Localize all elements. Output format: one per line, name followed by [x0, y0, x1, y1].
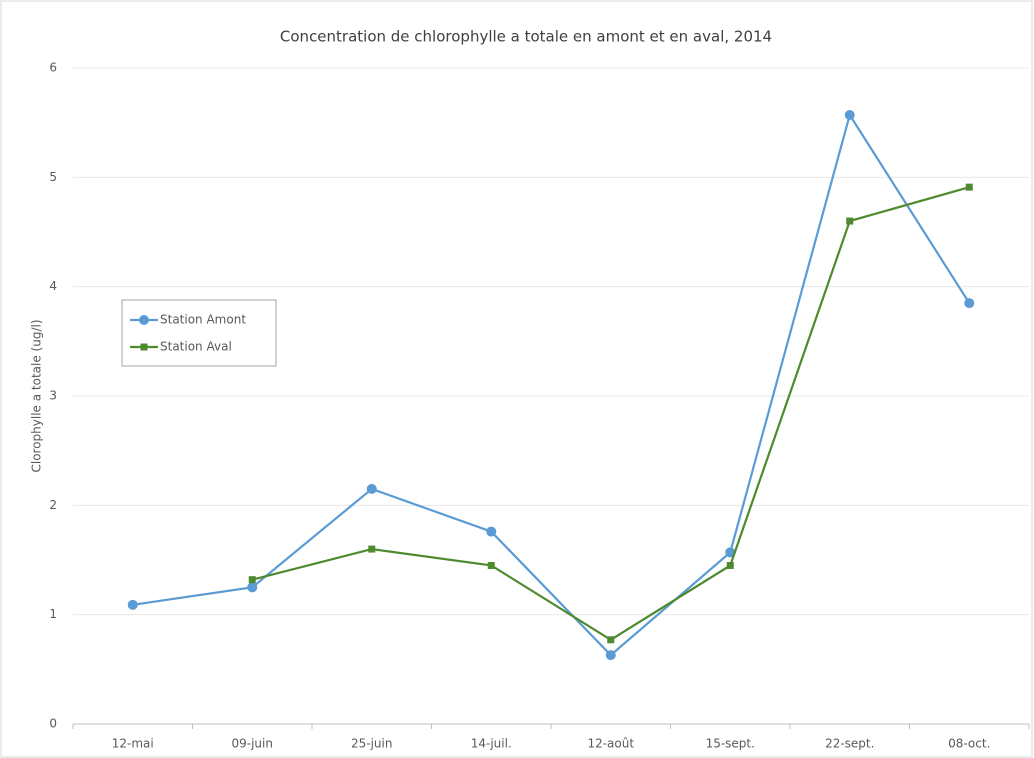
point: [965, 183, 973, 191]
x-tick-label: 08-oct.: [948, 737, 990, 751]
point: [846, 217, 854, 225]
point: [127, 599, 138, 610]
y-tick-label: 3: [49, 389, 57, 403]
x-tick-label: 14-juil.: [471, 737, 512, 751]
point: [964, 298, 975, 309]
x-tick-label: 22-sept.: [825, 737, 874, 751]
y-tick-label: 1: [49, 607, 57, 621]
x-tick-label: 09-juin: [232, 737, 273, 751]
point: [605, 650, 616, 661]
legend-label: Station Aval: [160, 340, 232, 354]
y-tick-label: 0: [49, 717, 57, 731]
legend-marker: [140, 343, 148, 351]
point: [366, 483, 377, 494]
x-tick-label: 25-juin: [351, 737, 392, 751]
x-tick-label: 12-mai: [112, 737, 154, 751]
point: [725, 547, 736, 558]
chart-title: Concentration de chlorophylle a totale e…: [280, 28, 772, 46]
point: [368, 545, 376, 553]
y-tick-label: 6: [49, 61, 57, 75]
point: [487, 561, 495, 569]
point: [486, 526, 497, 537]
legend-label: Station Amont: [160, 313, 246, 327]
legend-box: [121, 299, 277, 367]
x-tick-label: 15-sept.: [706, 737, 755, 751]
series-line: [132, 112, 971, 657]
x-tick-label: 12-août: [587, 737, 634, 751]
y-axis-label: Clorophylle a totale (ug/l): [30, 319, 44, 472]
y-tick-label: 4: [49, 279, 57, 293]
legend-marker: [139, 315, 149, 325]
y-tick-label: 5: [49, 170, 57, 184]
point: [247, 582, 258, 593]
point: [726, 561, 734, 569]
point: [607, 636, 615, 644]
point: [248, 576, 256, 584]
y-tick-label: 2: [49, 498, 57, 512]
point: [844, 110, 855, 121]
